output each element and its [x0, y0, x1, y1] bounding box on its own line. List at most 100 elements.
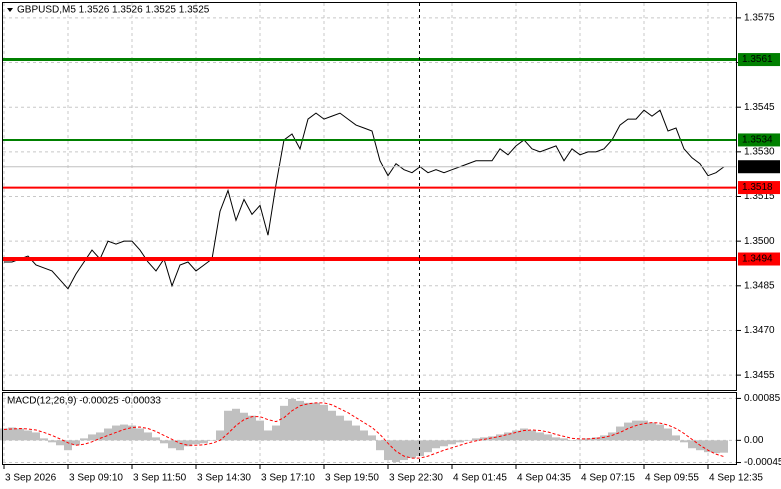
y-tick-label: 1.3455	[744, 370, 775, 381]
macd-bar	[224, 410, 232, 441]
macd-bar	[688, 440, 696, 449]
macd-bar	[160, 440, 168, 444]
macd-bar	[576, 439, 584, 441]
macd-bar	[704, 440, 712, 453]
macd-bar	[336, 415, 344, 441]
macd-bar	[424, 440, 432, 453]
macd-bar	[712, 440, 720, 454]
macd-bar	[592, 437, 600, 441]
y-tick-label: 1.3485	[744, 280, 775, 291]
y-tick-label: 1.3575	[744, 13, 775, 24]
x-tick-label: 4 Sep 07:15	[581, 473, 635, 484]
x-tick-label: 3 Sep 09:10	[69, 473, 123, 484]
macd-bar	[56, 440, 64, 446]
macd-bar	[272, 425, 280, 441]
macd-bar	[448, 440, 456, 445]
x-tick-label: 3 Sep 14:30	[197, 473, 251, 484]
macd-bar	[144, 432, 152, 441]
macd-bar	[560, 438, 568, 441]
y-tick-label: 0.00	[744, 435, 764, 446]
macd-bar	[248, 415, 256, 441]
macd-bar	[400, 440, 408, 461]
macd-bar	[240, 412, 248, 441]
macd-bar	[568, 440, 576, 441]
price-line	[4, 109, 725, 290]
macd-bar	[624, 422, 632, 441]
x-tick-label: 4 Sep 04:35	[517, 473, 571, 484]
macd-bar	[376, 440, 384, 451]
macd-bar	[264, 430, 272, 441]
macd-bar	[72, 440, 80, 446]
x-tick-label: 4 Sep 01:45	[453, 473, 507, 484]
x-tick-label: 3 Sep 11:50	[133, 473, 187, 484]
macd-bar	[104, 428, 112, 441]
macd-bar	[648, 422, 656, 441]
y-tick-label: 1.3515	[744, 191, 775, 202]
macd-bar	[120, 424, 128, 441]
macd-bar	[184, 440, 192, 447]
level-label: 1.3561	[742, 54, 773, 65]
macd-bar	[96, 432, 104, 441]
macd-bar	[608, 432, 616, 441]
macd-bar	[520, 428, 528, 441]
macd-bar	[312, 402, 320, 441]
macd-bar	[552, 437, 560, 441]
macd-bar	[680, 440, 688, 443]
macd-bar	[232, 408, 240, 441]
macd-bar	[304, 402, 312, 441]
macd-bar	[280, 405, 288, 441]
x-tick-label: 3 Sep 19:50	[325, 473, 379, 484]
x-tick-label: 3 Sep 17:10	[261, 473, 315, 484]
y-tick-label: 1.3470	[744, 325, 775, 336]
macd-bar	[320, 404, 328, 441]
level-label-bg	[738, 53, 780, 67]
macd-bar	[672, 435, 680, 441]
macd-bar	[632, 420, 640, 441]
macd-bar	[296, 400, 304, 441]
macd-bar	[24, 430, 32, 441]
macd-bar	[720, 440, 728, 453]
level-label: 1.3534	[742, 135, 773, 146]
macd-bar	[504, 432, 512, 441]
x-tick-label: 3 Sep 22:30	[389, 473, 443, 484]
macd-bar	[168, 440, 176, 449]
menu-triangle	[7, 8, 13, 12]
macd-bar	[328, 410, 336, 441]
macd-bar	[48, 440, 56, 443]
chart-title: GBPUSD,M5 1.3526 1.3526 1.3525 1.3525	[17, 5, 210, 16]
macd-bar	[528, 430, 536, 441]
macd-bar	[0, 428, 8, 441]
macd-bar	[544, 434, 552, 441]
level-label: 1.3494	[742, 254, 773, 265]
last-price-label: 1.3525	[742, 161, 773, 172]
level-label-bg	[738, 133, 780, 147]
level-label-bg	[738, 252, 780, 266]
macd-bar	[40, 438, 48, 441]
y-tick-label: 1.3545	[744, 102, 775, 113]
signal-line	[3, 402, 725, 459]
macd-bar	[88, 434, 96, 441]
macd-bar	[216, 430, 224, 441]
macd-bar	[640, 420, 648, 441]
macd-bar	[8, 427, 16, 441]
y-tick-label: 0.00085	[744, 393, 781, 404]
macd-bar	[80, 438, 88, 441]
macd-bar	[616, 426, 624, 441]
macd-bar	[176, 440, 184, 451]
macd-bar	[64, 440, 72, 451]
macd-bar	[208, 440, 216, 441]
macd-bar	[360, 430, 368, 441]
axis-layer: 1.35751.35601.35451.35301.35151.35001.34…	[3, 13, 781, 484]
macd-bar	[256, 420, 264, 441]
y-tick-label: 1.3530	[744, 146, 775, 157]
x-tick-label: 4 Sep 12:35	[709, 473, 763, 484]
macd-bar	[344, 420, 352, 441]
macd-bar	[128, 425, 136, 441]
macd-bar	[192, 440, 200, 445]
macd-bar	[464, 440, 472, 441]
macd-title: MACD(12,26,9) -0.00025 -0.00033	[7, 396, 161, 407]
macd-bar	[496, 434, 504, 441]
macd-pane-frame	[2, 392, 737, 465]
